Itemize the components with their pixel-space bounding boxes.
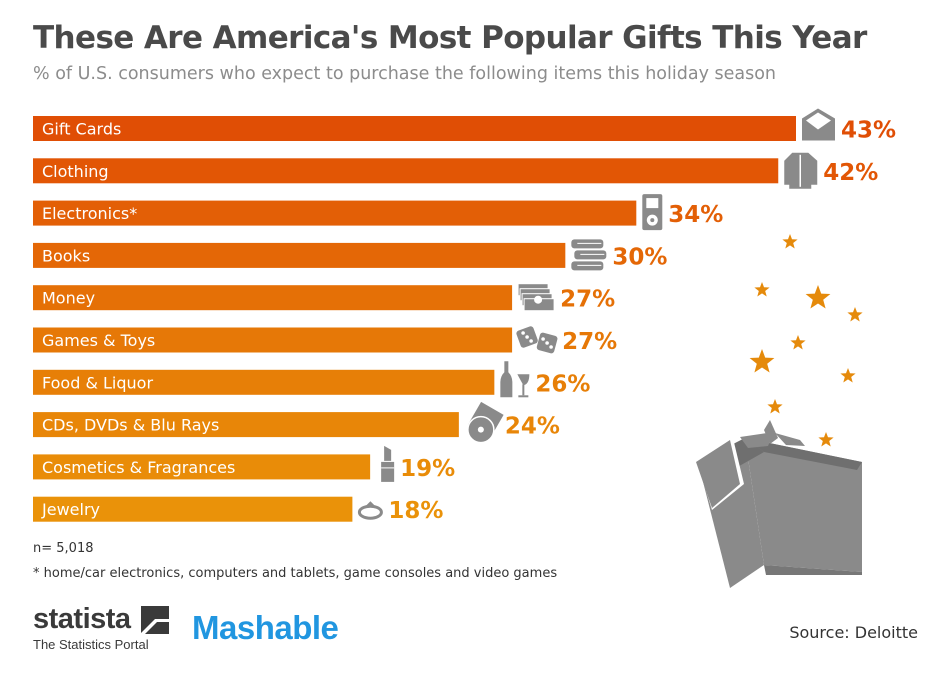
star-icon bbox=[805, 285, 831, 309]
bar-value-label: 34% bbox=[668, 202, 723, 228]
sample-size-note: n= 5,018 bbox=[33, 541, 94, 556]
star-icon bbox=[754, 282, 770, 297]
source-label: Source: Deloitte bbox=[789, 623, 918, 642]
statista-tagline: The Statistics Portal bbox=[33, 637, 149, 652]
star-icon bbox=[818, 432, 834, 447]
bar-category-label: Gift Cards bbox=[42, 120, 121, 139]
bar-value-label: 26% bbox=[535, 371, 590, 397]
bar bbox=[33, 327, 513, 353]
star-icon bbox=[782, 234, 798, 249]
bar-category-label: Books bbox=[42, 246, 90, 265]
bar-value-label: 30% bbox=[612, 244, 667, 270]
books-icon bbox=[571, 239, 607, 271]
statista-mark-icon bbox=[141, 606, 169, 634]
bar-category-label: Food & Liquor bbox=[42, 373, 153, 392]
bar bbox=[33, 158, 779, 184]
chart-subtitle: % of U.S. consumers who expect to purcha… bbox=[33, 64, 777, 84]
bar-category-label: Games & Toys bbox=[42, 331, 155, 350]
star-icon bbox=[749, 349, 775, 373]
chart-title: These Are America's Most Popular Gifts T… bbox=[33, 20, 867, 56]
music-player-icon bbox=[642, 194, 663, 231]
shirt-icon bbox=[784, 152, 818, 189]
gift-box-icon bbox=[696, 420, 862, 588]
star-icon bbox=[840, 368, 856, 383]
mashable-logo[interactable]: Mashable bbox=[192, 609, 339, 646]
star-icon bbox=[790, 335, 806, 350]
bar bbox=[33, 412, 459, 438]
ring-icon bbox=[357, 501, 383, 520]
lipstick-icon bbox=[381, 445, 395, 482]
money-icon bbox=[517, 283, 555, 312]
wine-icon bbox=[500, 361, 530, 398]
envelope-icon bbox=[802, 108, 835, 141]
bar-value-label: 42% bbox=[823, 160, 878, 186]
bar-category-label: Cosmetics & Fragrances bbox=[42, 458, 235, 477]
bar bbox=[33, 200, 637, 226]
bar bbox=[33, 285, 513, 311]
footnote: * home/car electronics, computers and ta… bbox=[33, 566, 558, 581]
bar-category-label: Jewelry bbox=[41, 500, 100, 519]
statista-logo[interactable]: statista bbox=[33, 603, 131, 635]
bar-category-label: Electronics* bbox=[42, 204, 137, 223]
bar-value-label: 24% bbox=[505, 414, 560, 440]
disc-icon bbox=[467, 401, 504, 444]
bar-category-label: CDs, DVDs & Blu Rays bbox=[42, 416, 219, 435]
bar-value-label: 19% bbox=[400, 456, 455, 482]
bar-value-label: 43% bbox=[841, 118, 896, 144]
bar bbox=[33, 116, 796, 141]
bar bbox=[33, 454, 371, 480]
bar-category-label: Money bbox=[42, 289, 95, 308]
star-icon bbox=[767, 399, 783, 414]
bar bbox=[33, 242, 566, 268]
bar-value-label: 27% bbox=[560, 287, 615, 313]
stars-decoration bbox=[749, 234, 863, 447]
star-icon bbox=[847, 307, 863, 322]
bar-category-label: Clothing bbox=[42, 162, 109, 181]
dice-icon bbox=[516, 326, 558, 354]
bar bbox=[33, 496, 353, 522]
bar bbox=[33, 369, 495, 395]
bar-value-label: 27% bbox=[562, 329, 617, 355]
bar-value-label: 18% bbox=[388, 498, 443, 524]
